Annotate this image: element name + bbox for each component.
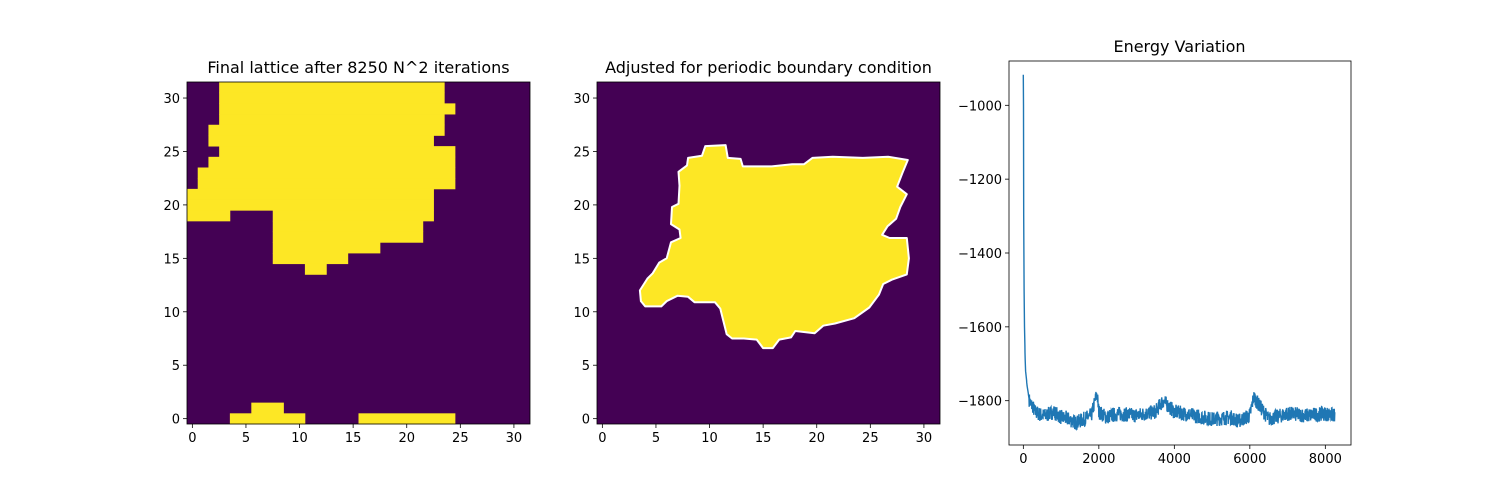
lattice-cell-run	[219, 92, 445, 104]
adjusted-xtick-label: 20	[808, 431, 825, 446]
lattice-ytick-label: 20	[163, 199, 180, 214]
cluster-fill	[639, 145, 909, 349]
energy-line	[1022, 74, 1336, 432]
lattice-panel: Final lattice after 8250 N^2 iterations …	[163, 58, 531, 446]
adjusted-xtick-label: 15	[755, 431, 772, 446]
lattice-frame	[186, 81, 531, 425]
energy-xtick-label: 2000	[1082, 452, 1115, 467]
adjusted-xtick-label: 30	[916, 431, 933, 446]
adjusted-ytick-label: 30	[573, 92, 590, 107]
energy-frame	[1008, 60, 1352, 446]
energy-xtick-label: 4000	[1158, 452, 1191, 467]
lattice-cell-run	[219, 82, 445, 94]
lattice-ytick-label: 5	[172, 359, 180, 374]
lattice-cell-run	[219, 103, 456, 115]
lattice-cell-run	[208, 135, 434, 147]
lattice-ytick-label: 25	[163, 145, 180, 160]
adjusted-ytick-label: 0	[582, 413, 590, 428]
lattice-cell-run	[272, 253, 349, 265]
lattice-cell-run	[208, 156, 456, 168]
energy-ytick-label: −1000	[958, 99, 1002, 114]
lattice-cell-run	[272, 242, 381, 254]
lattice-cell-run	[208, 124, 445, 136]
lattice-cell-run	[229, 413, 306, 425]
lattice-cell-run	[187, 188, 434, 200]
energy-ytick-label: −1200	[958, 173, 1002, 188]
lattice-xtick-label: 0	[188, 431, 196, 446]
energy-ytick-label: −1800	[958, 395, 1002, 410]
lattice-xtick-label: 15	[345, 431, 362, 446]
lattice-cell-run	[187, 199, 434, 211]
adjusted-panel-title: Adjusted for periodic boundary condition	[605, 58, 932, 77]
lattice-cell-run	[197, 167, 456, 179]
lattice-cell-run	[304, 263, 327, 275]
adjusted-ytick-label: 5	[582, 359, 590, 374]
energy-ytick-label: −1400	[958, 247, 1002, 262]
adjusted-ytick-label: 15	[573, 252, 590, 267]
lattice-ytick-label: 30	[163, 92, 180, 107]
adjusted-xtick-label: 10	[701, 431, 718, 446]
lattice-cell-run	[251, 402, 284, 414]
lattice-xtick-label: 5	[242, 431, 250, 446]
cluster-contour	[638, 144, 910, 350]
adjusted-xtick-label: 0	[598, 431, 606, 446]
adjusted-ytick-label: 20	[573, 199, 590, 214]
energy-panel: Energy Variation 0 2000 4000 6000 8000 −1000 −…	[958, 37, 1352, 467]
adjusted-xtick-label: 5	[652, 431, 660, 446]
lattice-cell-run	[187, 210, 231, 222]
lattice-cell-run	[197, 178, 456, 190]
adjusted-xtick-label: 25	[862, 431, 879, 446]
energy-ytick-label: −1600	[958, 321, 1002, 336]
lattice-ytick-label: 0	[172, 413, 180, 428]
lattice-cell-run	[272, 231, 424, 243]
adjusted-ytick-label: 25	[573, 145, 590, 160]
lattice-xtick-label: 10	[291, 431, 308, 446]
energy-panel-title: Energy Variation	[1113, 37, 1245, 56]
lattice-panel-title: Final lattice after 8250 N^2 iterations	[207, 58, 509, 77]
energy-xtick-label: 8000	[1309, 452, 1342, 467]
lattice-xtick-label: 25	[452, 431, 469, 446]
lattice-ytick-label: 15	[163, 252, 180, 267]
adjusted-panel: Adjusted for periodic boundary condition…	[573, 58, 941, 446]
lattice-xtick-label: 20	[398, 431, 415, 446]
lattice-xtick-label: 30	[506, 431, 523, 446]
energy-xtick-label: 6000	[1233, 452, 1266, 467]
lattice-cell-run	[219, 146, 456, 158]
lattice-cell-run	[272, 210, 434, 222]
lattice-cell-run	[272, 220, 424, 233]
adjusted-ytick-label: 10	[573, 306, 590, 321]
lattice-cell-run	[219, 114, 445, 126]
adjusted-frame	[596, 81, 941, 425]
lattice-cell-run	[358, 413, 456, 425]
lattice-ytick-label: 10	[163, 306, 180, 321]
energy-xtick-label: 0	[1019, 452, 1027, 467]
